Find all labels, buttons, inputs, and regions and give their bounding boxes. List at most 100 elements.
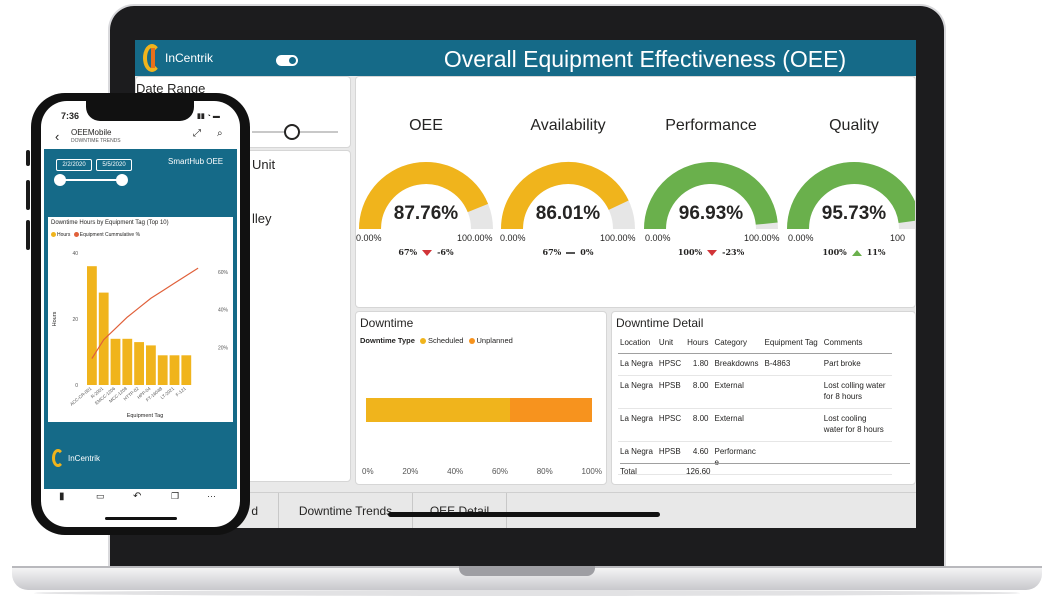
laptop-notch xyxy=(459,566,595,576)
mobile-toolbar: ▮ ▭ ↶ ❐ ··· xyxy=(41,491,240,511)
chart-legend: Hours Equipment Cummulative % xyxy=(51,232,140,238)
mobile-app-header: ‹ OEEMobile DOWNTIME TRENDS ⤢ ⌕ xyxy=(41,127,240,149)
back-arrow-icon[interactable]: ‹ xyxy=(55,129,60,144)
table-header-row: Location Unit Hours Category Equipment T… xyxy=(618,332,892,354)
x-axis-label: Equipment Tag xyxy=(127,413,164,419)
bar xyxy=(169,355,180,385)
pages-icon[interactable]: ❐ xyxy=(171,491,180,501)
expand-icon[interactable]: ⤢ xyxy=(193,128,201,139)
report-page-tabs: d Downtime Trends OEE Detail xyxy=(135,492,916,528)
trend-flat-icon xyxy=(566,252,576,254)
laptop-shadow xyxy=(34,590,1020,596)
bar xyxy=(87,266,97,385)
x-tick-label: F-121 xyxy=(175,386,188,398)
more-icon[interactable]: ··· xyxy=(207,491,216,501)
y2-tick-label: 20% xyxy=(218,345,229,351)
home-indicator xyxy=(105,517,177,520)
mobile-date-slider[interactable] xyxy=(57,179,123,181)
gauge-value: 87.76% xyxy=(393,203,459,224)
hours-dot-icon xyxy=(51,232,56,238)
phone-volume-up xyxy=(26,180,30,210)
gauge-min: 0.00% xyxy=(645,233,671,243)
gauge-fill xyxy=(359,162,489,230)
gauge-trend: 100% 11% xyxy=(822,247,886,257)
gauge-trend: 100% -23% xyxy=(677,247,745,257)
table-row[interactable]: La Negra HPSB 8.00 External Lost colling wat… xyxy=(618,375,892,409)
date-slider-handle[interactable] xyxy=(284,124,300,140)
theme-toggle[interactable] xyxy=(276,55,298,66)
mobile-slider-start-handle[interactable] xyxy=(54,174,66,186)
screen-home-indicator xyxy=(388,512,660,517)
date-to-input[interactable]: 5/5/2020 xyxy=(96,159,132,171)
report-header: InCentrik Overall Equipment Effectivenes… xyxy=(135,40,916,76)
gauge-min: 0.00% xyxy=(500,233,526,243)
y-tick-label: 20 xyxy=(72,317,78,323)
gauge-max: 100.00% xyxy=(744,233,780,243)
unplanned-dot-icon xyxy=(468,338,475,345)
reset-icon[interactable]: ↶ xyxy=(133,491,142,502)
gauge-fill xyxy=(644,162,778,230)
mobile-app-screen: 7:36 ▮▮ ◔ ▬ ‹ OEEMobile DOWNTIME TRENDS … xyxy=(41,101,240,527)
comment-icon[interactable]: ▭ xyxy=(96,491,105,501)
date-range-title: Date Range xyxy=(136,81,206,96)
gauge-max: 100.00% xyxy=(600,233,636,243)
bar xyxy=(146,345,156,385)
mobile-report-body: 2/2/2020 5/5/2020 SmartHub OEE Downtime … xyxy=(44,149,237,489)
gauge-min: 0.00% xyxy=(788,233,814,243)
table-total-label: Total xyxy=(620,467,637,476)
gauge-label: Availability xyxy=(530,117,606,134)
report-title: Overall Equipment Effectiveness (OEE) xyxy=(443,46,847,72)
x-tick-label: LT-2021 xyxy=(160,386,176,401)
quality-gauge xyxy=(787,162,915,230)
table-row[interactable]: La Negra HPSC 8.00 External Lost cooling wat… xyxy=(618,408,892,442)
search-icon[interactable]: ⌕ xyxy=(217,128,223,139)
tab-downtime-trends[interactable]: Downtime Trends xyxy=(279,493,413,528)
cumulative-dot-icon xyxy=(73,232,79,238)
unit-slicer-title: Unit xyxy=(252,157,276,172)
bookmark-icon[interactable]: ▮ xyxy=(59,491,65,502)
table-row[interactable]: La Negra HPSC 1.80 Breakdowns B-4863 Part bro… xyxy=(618,353,892,376)
y-axis-label: Hours xyxy=(52,311,58,326)
downtime-title: Downtime xyxy=(360,316,414,330)
date-from-input[interactable]: 2/2/2020 xyxy=(56,159,92,171)
trend-down-icon xyxy=(707,250,718,256)
gauge-label: Performance xyxy=(665,117,757,134)
tab-dashboard[interactable]: d xyxy=(135,493,279,528)
bar xyxy=(110,338,121,385)
tab-oee-detail[interactable]: OEE Detail xyxy=(413,493,507,528)
gauge-value: 95.73% xyxy=(821,203,887,224)
phone-notch xyxy=(86,99,194,121)
unit-slicer-item[interactable]: lley xyxy=(252,211,272,226)
gauge-label: Quality xyxy=(829,117,879,134)
unplanned-bar[interactable] xyxy=(510,398,592,422)
downtime-axis: 0% 20% 40% 60% 80% 100% xyxy=(362,467,602,476)
downtime-legend: Downtime Type Scheduled Unplanned xyxy=(360,336,513,345)
trend-up-icon xyxy=(851,250,862,256)
phone-side-button xyxy=(26,150,30,166)
performance-gauge xyxy=(644,162,778,230)
bar xyxy=(122,338,133,385)
trend-down-icon xyxy=(422,250,433,256)
scheduled-bar[interactable] xyxy=(366,398,510,422)
downtime-detail-table: Location Unit Hours Category Equipment T… xyxy=(618,332,892,475)
mobile-incentrik-logo: InCentrik xyxy=(52,449,112,469)
oee-gauge xyxy=(359,162,493,230)
scheduled-dot-icon xyxy=(419,338,426,345)
y-tick-label: 0 xyxy=(75,383,78,389)
gauge-trend: 67% 0% xyxy=(542,247,594,257)
y-tick-label: 40 xyxy=(72,251,78,257)
signal-battery-icon: ▮▮ ◔ ▬ xyxy=(197,113,220,120)
gauge-min: 0.00% xyxy=(356,233,382,243)
mobile-slider-end-handle[interactable] xyxy=(116,174,128,186)
bar xyxy=(157,355,168,385)
cumulative-line xyxy=(91,267,199,359)
status-time: 7:36 xyxy=(61,111,80,121)
gauge-max: 100 xyxy=(890,233,906,243)
gauge-max: 100.00% xyxy=(457,233,493,243)
gauge-label: OEE xyxy=(409,117,443,134)
phone-volume-down xyxy=(26,220,30,250)
y2-tick-label: 60% xyxy=(218,270,229,276)
gauge-fill xyxy=(787,162,915,230)
incentrik-logo: InCentrik xyxy=(141,44,231,72)
